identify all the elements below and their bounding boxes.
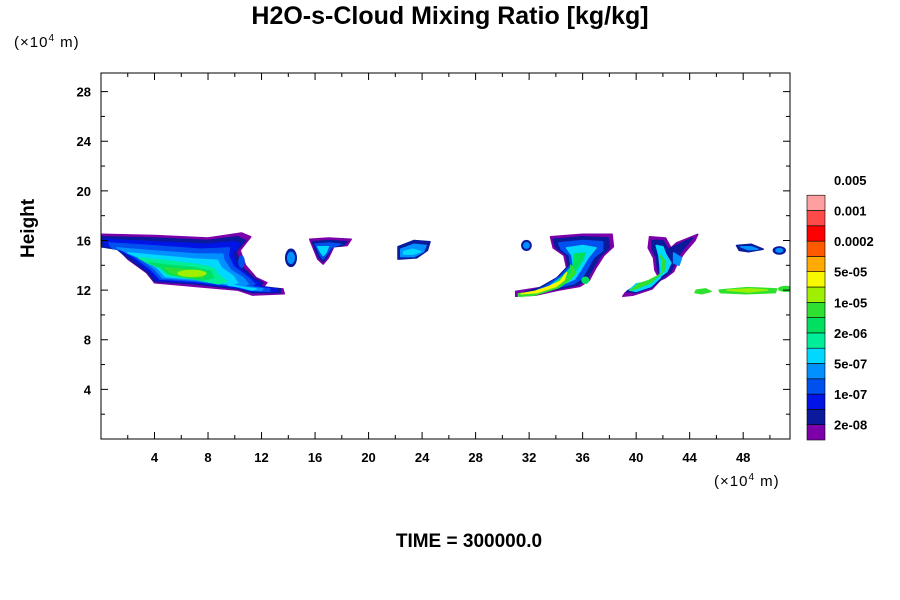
cloud-contour [672, 252, 683, 267]
colorbar-swatch [806, 286, 826, 303]
x-unit-suffix: m) [755, 473, 780, 490]
cloud-contour [726, 288, 769, 293]
x-tick-label: 12 [254, 450, 268, 465]
colorbar-label: 2e-08 [834, 418, 867, 433]
colorbar-swatch [806, 332, 826, 349]
y-tick-label: 12 [77, 283, 91, 298]
x-unit-prefix: (×10 [714, 473, 749, 490]
cloud-contour [630, 254, 667, 291]
colorbar-label: 0.001 [834, 204, 867, 219]
x-tick-label: 4 [151, 450, 159, 465]
colorbar-swatch [806, 317, 826, 334]
colorbar-swatch [806, 409, 826, 425]
cloud-contour [520, 271, 568, 295]
cloud-contour [316, 245, 330, 257]
y-tick-label: 24 [77, 134, 92, 149]
colorbar-swatch [806, 271, 826, 288]
x-tick-label: 48 [736, 450, 750, 465]
cloud-contour [286, 251, 295, 265]
colorbar-swatch [806, 210, 826, 227]
cloud-contour [523, 241, 530, 249]
cloud-contour [775, 247, 784, 253]
cloud-contour [238, 255, 245, 268]
x-tick-label: 40 [629, 450, 643, 465]
chart-title: H2O-s-Cloud Mixing Ratio [kg/kg] [251, 2, 649, 30]
colorbar-swatch [806, 301, 826, 318]
cloud-contour [777, 285, 790, 292]
x-tick-label: 36 [575, 450, 589, 465]
x-axis-unit: (×104 m) [714, 472, 780, 490]
colorbar-label: 1e-07 [834, 387, 867, 402]
y-tick-label: 16 [77, 233, 91, 248]
colorbar-swatch [806, 240, 826, 257]
x-tick-label: 16 [308, 450, 322, 465]
cloud-contour [739, 245, 759, 251]
cloud-contour [517, 264, 577, 298]
cloud-contour [694, 288, 712, 295]
x-tick-label: 24 [415, 450, 430, 465]
time-label: TIME = 300000.0 [395, 531, 543, 552]
y-unit-prefix: (×10 [14, 34, 49, 51]
cloud-contour [581, 276, 590, 284]
y-axis-unit: (×104 m) [14, 33, 80, 51]
y-unit-suffix: m) [55, 34, 80, 51]
colorbar-label: 1e-05 [834, 295, 867, 310]
colorbar-swatch [806, 347, 826, 364]
x-tick-label: 32 [522, 450, 536, 465]
y-tick-label: 8 [84, 333, 91, 348]
x-tick-label: 44 [682, 450, 697, 465]
y-tick-label: 4 [84, 382, 92, 397]
x-unit-exponent: 4 [748, 472, 756, 483]
colorbar-swatch [806, 424, 826, 441]
y-tick-label: 28 [77, 85, 91, 100]
colorbar-label: 0.005 [834, 173, 867, 188]
colorbar-swatch [806, 194, 826, 211]
cloud-field [101, 232, 790, 298]
colorbar-label: 0.0002 [834, 234, 874, 249]
colorbar-swatch [806, 256, 826, 272]
cloud-contour [402, 248, 422, 255]
colorbar-swatch [806, 378, 826, 395]
colorbar-label: 5e-07 [834, 357, 867, 372]
y-tick-label: 20 [77, 184, 91, 199]
colorbar-swatch [806, 393, 826, 410]
x-tick-label: 8 [204, 450, 211, 465]
plot-frame [100, 72, 791, 440]
colorbar-label: 5e-05 [834, 265, 867, 280]
colorbar: 2e-08 1e-07 5e-07 2e-06 1e-05 5e-05 0.0002 0.00… [806, 173, 874, 441]
colorbar-swatch [806, 225, 826, 242]
cloud-contour [177, 269, 207, 278]
colorbar-label: 2e-06 [834, 326, 867, 341]
y-unit-exponent: 4 [48, 33, 56, 44]
x-tick-label: 20 [361, 450, 375, 465]
colorbar-swatch [806, 363, 826, 380]
x-tick-label: 28 [468, 450, 482, 465]
